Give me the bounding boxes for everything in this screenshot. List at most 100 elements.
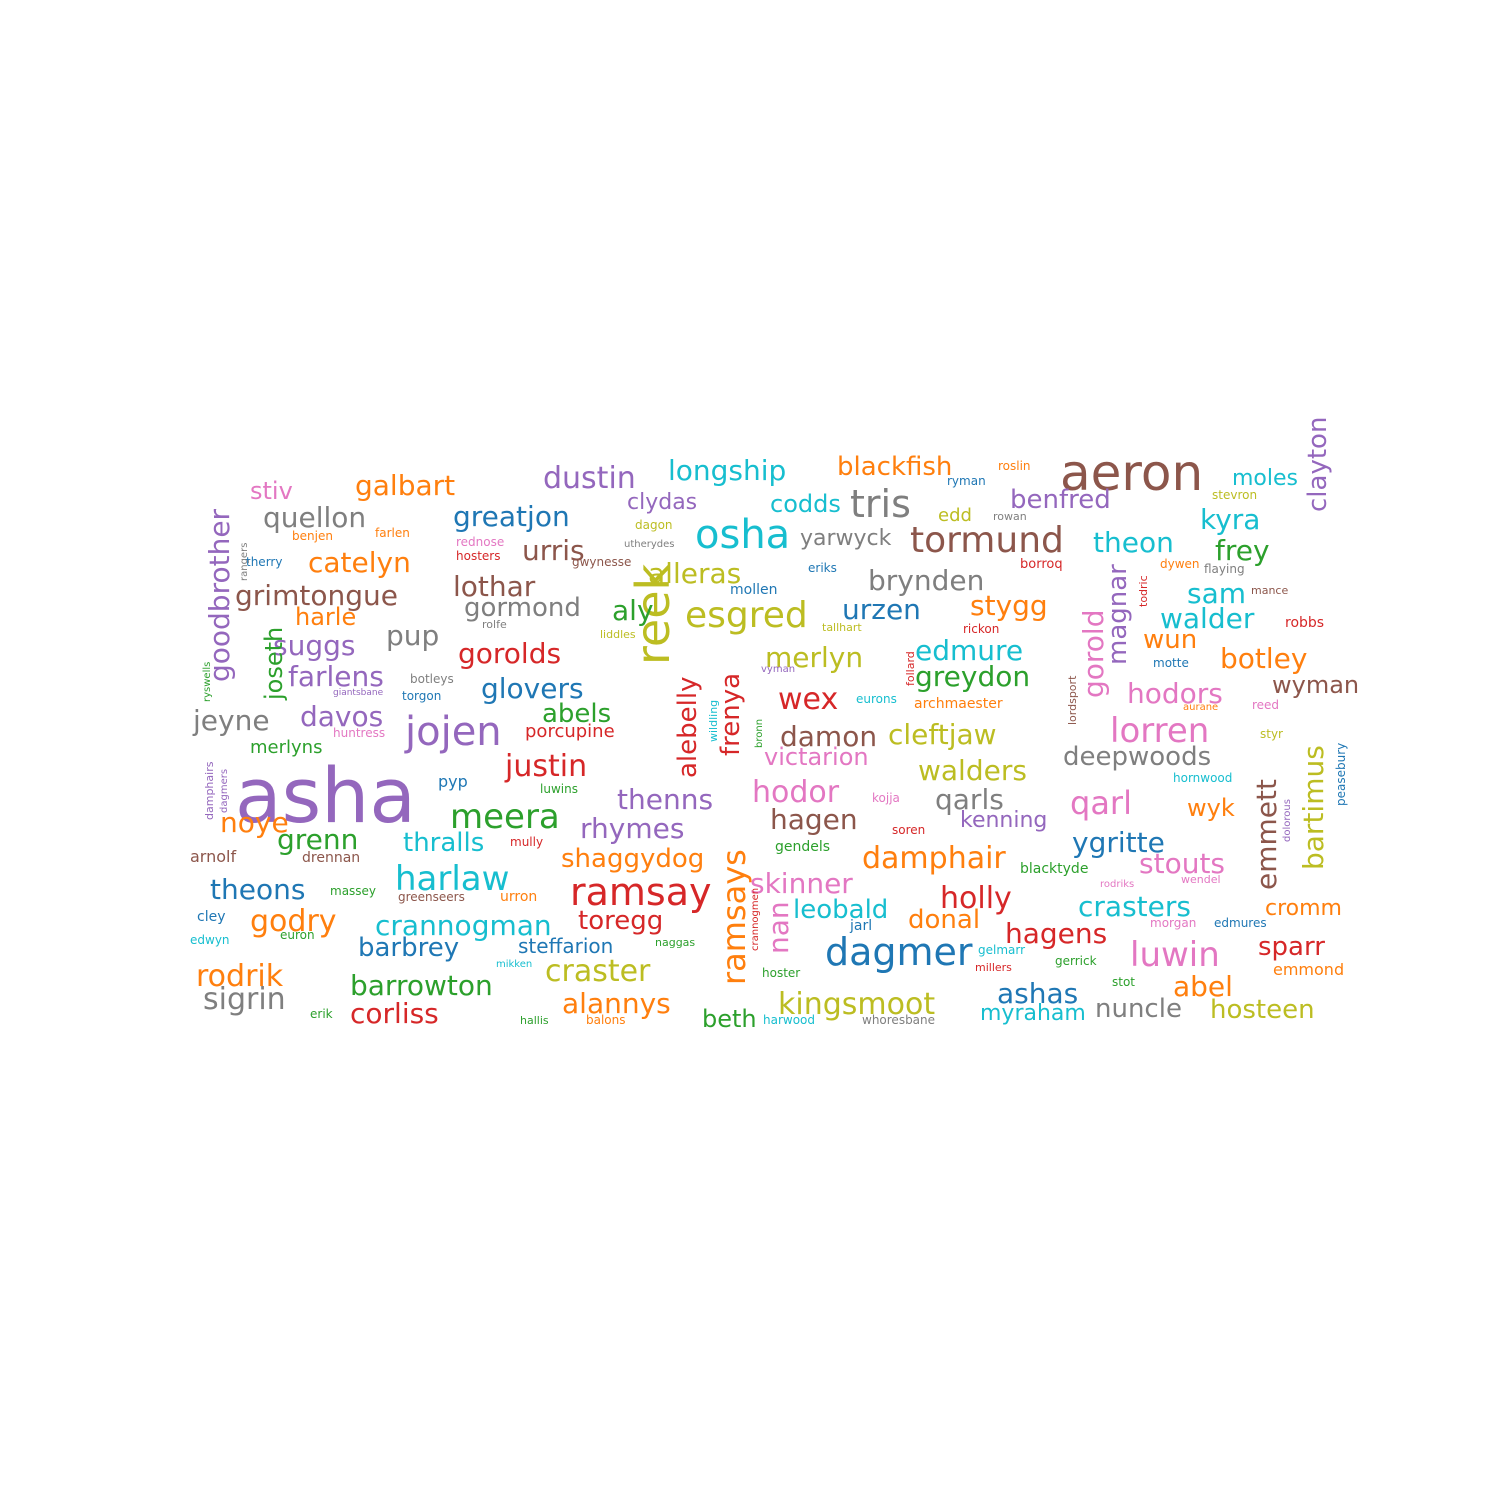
word-greenseers: greenseers: [398, 890, 465, 904]
word-soren: soren: [892, 823, 926, 837]
word-emmond: emmond: [1273, 960, 1345, 979]
word-rednose: rednose: [456, 535, 505, 549]
word-kyra: kyra: [1200, 503, 1261, 536]
word-dagmers: dagmers: [219, 768, 230, 813]
word-eriks: eriks: [808, 561, 837, 575]
word-moles: moles: [1232, 466, 1298, 491]
word-mollen: mollen: [730, 582, 778, 598]
word-holly: holly: [940, 881, 1012, 916]
word-grimtongue: grimtongue: [235, 579, 398, 612]
word-blacktyde: blacktyde: [1020, 861, 1089, 877]
word-damon: damon: [780, 720, 878, 753]
word-codds: codds: [770, 490, 841, 518]
word-rodriks: rodriks: [1100, 879, 1135, 890]
word-frenya: frenya: [716, 672, 746, 756]
word-sam: sam: [1187, 577, 1247, 610]
word-rolfe: rolfe: [482, 618, 507, 631]
word-beth: beth: [702, 1005, 757, 1033]
word-hagens: hagens: [1005, 917, 1108, 950]
word-stevron: stevron: [1212, 488, 1258, 502]
word-sparr: sparr: [1258, 932, 1325, 962]
word-vyman: vyman: [761, 664, 796, 675]
word-myraham: myraham: [980, 1001, 1086, 1026]
word-osha: osha: [695, 512, 791, 558]
word-pup: pup: [386, 619, 440, 652]
word-jarl: jarl: [850, 918, 873, 934]
word-nan: nan: [762, 901, 795, 954]
word-cleftjaw: cleftjaw: [888, 718, 997, 751]
word-thralls: thralls: [403, 828, 485, 858]
word-ygritte: ygritte: [1072, 826, 1165, 859]
word-abel: abel: [1173, 970, 1233, 1003]
word-edd: edd: [938, 505, 972, 526]
word-hosteen: hosteen: [1210, 995, 1315, 1025]
word-whoresbane: whoresbane: [862, 1013, 936, 1027]
word-victarion: victarion: [764, 743, 869, 771]
word-morgan: morgan: [1150, 916, 1197, 930]
word-kingsmoot: kingsmoot: [778, 987, 936, 1022]
word-balons: balons: [586, 1013, 626, 1027]
word-yarwyck: yarwyck: [800, 526, 892, 551]
word-peasebury: peasebury: [1334, 742, 1348, 806]
word-skinner: skinner: [750, 867, 853, 900]
word-gerrick: gerrick: [1055, 954, 1097, 968]
word-nuncle: nuncle: [1095, 994, 1182, 1024]
word-kojja: kojja: [872, 791, 900, 805]
word-roslin: roslin: [998, 459, 1031, 473]
word-rhymes: rhymes: [580, 812, 685, 845]
word-harlaw: harlaw: [395, 859, 510, 899]
word-wex: wex: [778, 682, 839, 717]
word-goodbrother: goodbrother: [203, 508, 236, 682]
word-naggas: naggas: [655, 936, 696, 949]
word-motte: motte: [1153, 656, 1189, 670]
word-damphairs: damphairs: [203, 761, 216, 820]
word-hagen: hagen: [770, 803, 858, 836]
word-qarl: qarl: [1070, 784, 1132, 822]
word-suggs: suggs: [273, 629, 356, 662]
word-aurane: aurane: [1183, 702, 1219, 713]
word-botleys: botleys: [410, 672, 454, 686]
word-dagmer: dagmer: [825, 930, 973, 974]
word-archmaester: archmaester: [914, 696, 1003, 712]
word-giantsbane: giantsbane: [333, 688, 384, 698]
word-crasters: crasters: [1078, 890, 1191, 923]
word-greydon: greydon: [915, 660, 1031, 693]
word-mikken: mikken: [496, 959, 533, 970]
word-ryman: ryman: [947, 474, 986, 488]
word-gelmarr: gelmarr: [978, 943, 1026, 957]
word-bartimus: bartimus: [1297, 745, 1330, 870]
word-dywen: dywen: [1160, 557, 1200, 571]
word-davos: davos: [300, 700, 384, 733]
word-hornwood: hornwood: [1173, 771, 1233, 785]
word-wyman: wyman: [1272, 671, 1360, 699]
word-dagon: dagon: [635, 518, 673, 532]
word-todric: todric: [1137, 575, 1150, 607]
word-greatjon: greatjon: [453, 500, 570, 533]
word-abels: abels: [542, 699, 612, 729]
word-luwin: luwin: [1130, 935, 1220, 975]
word-deepwoods: deepwoods: [1063, 742, 1212, 772]
word-rodrik: rodrik: [196, 959, 284, 994]
word-ramsay: ramsay: [570, 870, 712, 914]
word-wendel: wendel: [1181, 873, 1221, 886]
word-walder: walder: [1160, 602, 1255, 635]
word-gorolds: gorolds: [458, 637, 562, 670]
word-stiv: stiv: [250, 477, 293, 505]
word-aeron: aeron: [1060, 444, 1204, 502]
word-wildling: wildling: [707, 699, 720, 742]
word-hodors: hodors: [1127, 677, 1223, 710]
word-quellon: quellon: [263, 501, 367, 534]
word-therry: therry: [246, 555, 283, 569]
word-ramsays: ramsays: [715, 849, 753, 985]
word-brynden: brynden: [868, 564, 985, 597]
word-craster: craster: [545, 954, 651, 989]
word-tallhart: tallhart: [822, 621, 862, 634]
word-farlens: farlens: [288, 660, 384, 693]
word-arnolf: arnolf: [190, 847, 237, 866]
word-sigrin: sigrin: [203, 982, 286, 1017]
word-wun: wun: [1143, 625, 1198, 655]
word-harwood: harwood: [763, 1013, 816, 1027]
word-joseth: joseth: [260, 626, 288, 700]
word-aly: aly: [612, 594, 654, 627]
